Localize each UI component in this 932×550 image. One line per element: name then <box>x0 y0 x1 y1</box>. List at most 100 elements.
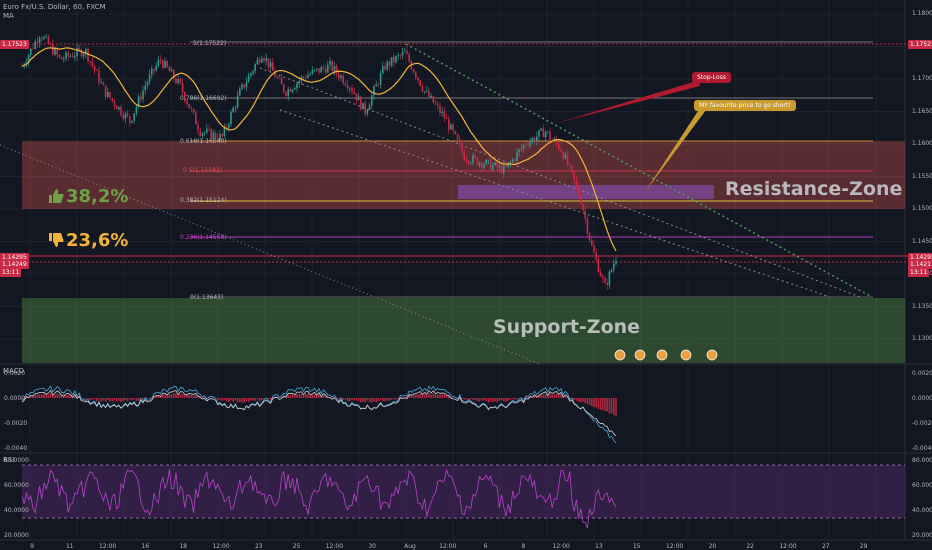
candle-body <box>379 73 382 85</box>
macd-histogram-bar <box>155 395 157 398</box>
candle-body <box>166 60 168 68</box>
candle-body <box>93 65 96 71</box>
macd-histogram-bar <box>181 393 184 398</box>
candle-body <box>212 132 215 139</box>
candle-body <box>536 136 538 142</box>
macd-histogram-bar <box>342 398 344 400</box>
candle-body <box>395 56 397 63</box>
macd-histogram-bar <box>311 394 314 398</box>
macd-histogram-bar <box>30 395 32 398</box>
candle-body <box>322 67 325 69</box>
event-flag-icon <box>706 349 718 361</box>
candle-body <box>140 96 142 100</box>
time-tick-label: 9 <box>30 543 34 550</box>
candle-body <box>188 104 190 109</box>
macd-histogram-bar <box>159 396 162 398</box>
fib-level-0618: 0.618(1.16040) <box>180 138 227 145</box>
short-price-callout[interactable]: MY favourite price to go short! <box>694 100 796 111</box>
right-time-badge: 13:11 <box>908 268 930 277</box>
macd-histogram-bar <box>272 397 274 398</box>
macd-histogram-bar <box>78 396 80 398</box>
fib-level-05: 0.5(1.15582) <box>183 167 223 174</box>
macd-histogram-bar <box>100 398 102 402</box>
candle-body <box>122 114 124 119</box>
macd-histogram-bar <box>217 398 219 401</box>
macd-histogram-bar <box>221 398 223 401</box>
macd-histogram-bar <box>439 394 441 398</box>
candle-body <box>155 65 157 71</box>
macd-histogram-bar <box>296 394 298 398</box>
macd-histogram-bar <box>228 398 230 402</box>
macd-histogram-bar <box>608 398 611 414</box>
macd-histogram-bar <box>283 396 285 398</box>
support-zone-label[interactable]: Support-Zone <box>493 316 641 338</box>
macd-histogram-bar <box>300 393 303 398</box>
candle-body <box>439 105 441 114</box>
candle-body <box>338 73 340 79</box>
candle-body <box>551 138 553 140</box>
candle-body <box>454 131 457 134</box>
ma-indicator-label[interactable]: MA <box>3 12 14 20</box>
macd-histogram-bar <box>542 394 545 398</box>
candle-body <box>54 49 56 55</box>
macd-histogram-bar <box>289 394 292 398</box>
rsi-label[interactable]: RSI <box>3 456 15 464</box>
candle-body <box>463 151 465 160</box>
candle-body <box>516 152 518 162</box>
candle-body <box>236 95 239 108</box>
candle-body <box>287 89 289 96</box>
macd-histogram-bar <box>538 395 540 398</box>
candle-body <box>448 118 450 130</box>
macd-histogram-bar <box>467 398 470 399</box>
macd-histogram-bar <box>417 394 419 398</box>
candle-body <box>564 154 567 159</box>
candle-body <box>230 112 232 125</box>
price-tick-label: 1.18000 <box>912 10 932 17</box>
candle-body <box>252 70 254 74</box>
candle-body <box>263 58 265 61</box>
price-tick-label: 1.15500 <box>912 172 932 180</box>
candle-body <box>56 49 58 55</box>
event-flag-icon <box>656 349 668 361</box>
candle-body <box>377 84 380 85</box>
macd-histogram-bar <box>65 394 67 398</box>
macd-histogram-bar <box>362 398 364 403</box>
rsi-tick-label: 40.0000 <box>4 507 29 514</box>
candle-body <box>470 162 472 164</box>
macd-histogram-bar <box>252 398 254 401</box>
macd-histogram-bar <box>135 398 138 402</box>
candle-body <box>525 145 527 146</box>
macd-histogram-bar <box>360 398 362 403</box>
candle-body <box>329 61 331 65</box>
candle-body <box>452 124 454 132</box>
time-tick-label: 8 <box>521 543 526 550</box>
candle-body <box>340 75 342 79</box>
macd-histogram-bar <box>395 398 397 400</box>
candle-body <box>115 105 118 110</box>
macd-histogram-bar <box>32 395 34 398</box>
macd-histogram-bar <box>492 398 494 402</box>
symbol-title[interactable]: Euro Fx/U.S. Dollar, 60, FXCM <box>3 3 106 11</box>
macd-histogram-bar <box>102 398 105 401</box>
macd-histogram-bar <box>478 398 481 402</box>
candle-body <box>527 145 529 147</box>
candle-body <box>65 52 67 59</box>
macd-histogram-bar <box>316 395 318 398</box>
candle-body <box>305 77 307 78</box>
macd-histogram-bar <box>179 393 182 398</box>
candle-body <box>131 120 133 123</box>
stop-loss-callout[interactable]: Stop-Loss <box>692 72 731 83</box>
macd-label[interactable]: MACD <box>3 367 24 375</box>
candle-body <box>419 80 421 87</box>
macd-histogram-bar <box>597 398 600 409</box>
resistance-zone-label[interactable]: Resistance-Zone <box>725 178 903 200</box>
macd-histogram-bar <box>428 393 430 398</box>
candle-body <box>228 124 230 128</box>
macd-histogram-bar <box>525 397 527 398</box>
macd-histogram-bar <box>45 395 47 398</box>
candle-body <box>428 90 430 98</box>
macd-histogram-bar <box>487 398 490 403</box>
candle-body <box>604 277 606 284</box>
